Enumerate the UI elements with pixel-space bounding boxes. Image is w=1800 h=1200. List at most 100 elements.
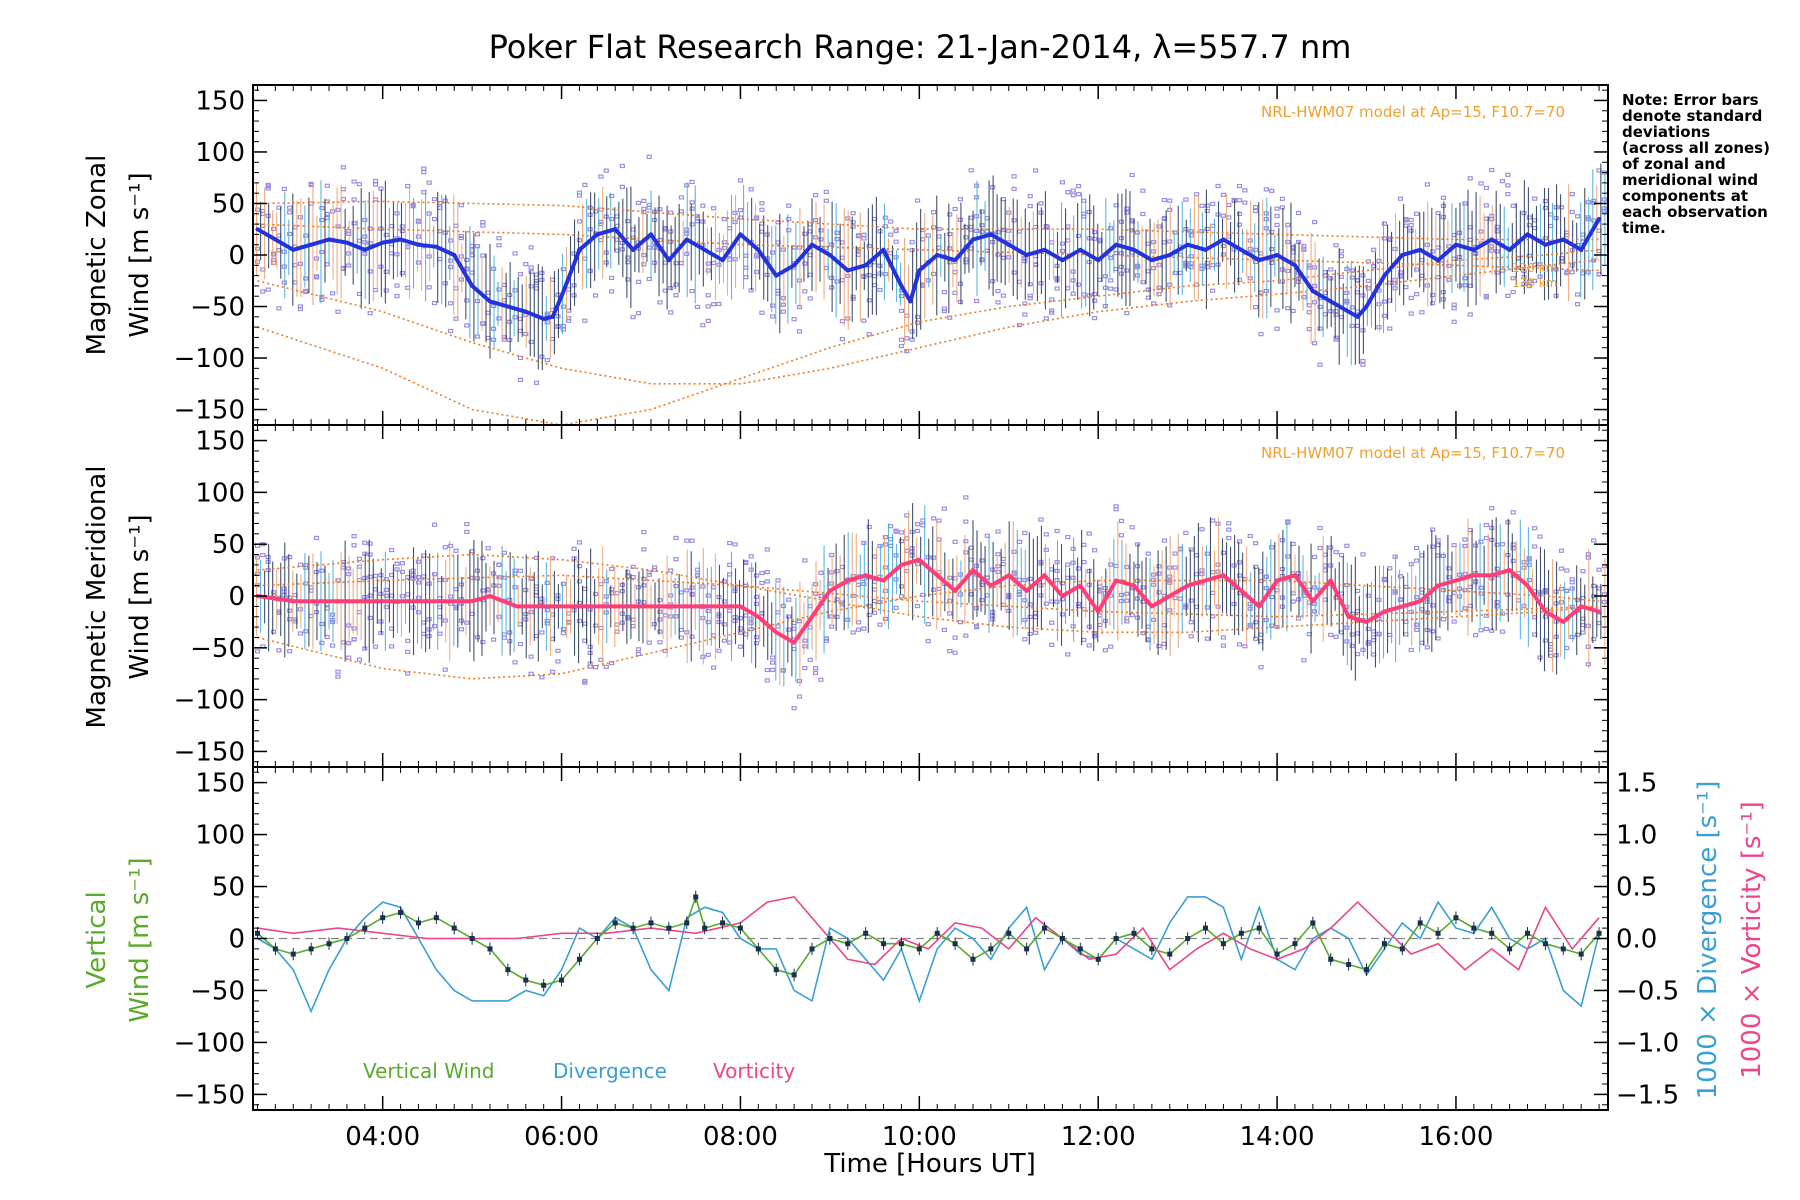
zone-point — [297, 306, 304, 312]
zonal-wind-point — [970, 237, 975, 242]
zone-point — [753, 253, 760, 258]
zone-point — [346, 655, 352, 660]
x-tick-label: 12:00 — [1061, 1122, 1136, 1152]
vertical-wind-point — [863, 930, 869, 936]
zone-point — [270, 629, 277, 634]
zone-point — [458, 236, 464, 241]
zone-point — [453, 548, 459, 553]
zone-point — [496, 583, 502, 588]
zone-point — [1075, 233, 1082, 239]
vertical-wind-point — [1256, 925, 1262, 931]
zone-point — [925, 622, 931, 627]
zone-point — [947, 212, 953, 217]
zonal-wind-point — [1006, 242, 1011, 247]
zone-point — [995, 300, 1001, 305]
zone-point — [1049, 620, 1055, 625]
vertical-wind-point — [970, 956, 976, 962]
zone-point — [1446, 566, 1452, 571]
zone-point — [1574, 302, 1581, 307]
zone-point — [517, 355, 524, 361]
zone-point — [625, 277, 631, 282]
zone-point — [303, 233, 309, 238]
zone-point — [582, 182, 588, 188]
zone-point — [904, 349, 910, 354]
zone-point — [399, 569, 405, 575]
vertical-wind-point — [1292, 941, 1298, 947]
meridional-wind-point — [792, 640, 797, 645]
zone-point — [480, 556, 486, 561]
zone-point — [1092, 236, 1098, 241]
zone-point — [464, 298, 470, 303]
zone-point — [1242, 644, 1248, 649]
zone-point — [770, 667, 776, 673]
zonal-wind-point — [1543, 242, 1548, 247]
zone-point — [1403, 285, 1409, 290]
zone-point — [1349, 275, 1355, 280]
vertical-wind-point — [576, 956, 582, 962]
zone-point — [496, 243, 502, 248]
zonal-wind-point — [344, 240, 349, 245]
zone-point — [389, 547, 395, 553]
zone-point — [1328, 632, 1334, 638]
zone-point — [646, 154, 652, 159]
meridional-wind-point — [649, 604, 654, 609]
zone-point — [609, 216, 615, 222]
zonal-wind-point — [505, 304, 510, 309]
zone-point — [823, 189, 829, 195]
zone-point — [737, 208, 744, 213]
zone-point — [571, 546, 577, 551]
zone-point — [1301, 593, 1307, 598]
zone-point — [1140, 585, 1146, 590]
meridional-wind-point — [738, 604, 743, 609]
zone-point — [1156, 224, 1162, 229]
zone-point — [1430, 293, 1436, 298]
zone-point — [431, 572, 438, 577]
zonal-wind-point — [1078, 247, 1083, 252]
zone-point — [1349, 611, 1355, 616]
y2-tick-label: 1.5 — [1616, 769, 1657, 799]
zone-point — [1161, 197, 1167, 203]
zone-point — [979, 209, 985, 214]
meridional-wind-point — [1471, 573, 1476, 578]
vertical-wind-point — [1453, 915, 1459, 921]
zone-point — [415, 559, 422, 564]
zone-point — [1092, 316, 1098, 321]
zone-point — [270, 590, 277, 595]
zonal-wind-point — [1436, 258, 1441, 263]
y-tick-label: −150 — [174, 396, 245, 426]
zone-point — [287, 210, 293, 215]
zone-point — [1070, 193, 1076, 198]
zone-point — [1274, 624, 1280, 630]
vertical-wind-point — [1489, 930, 1495, 936]
zone-point — [517, 568, 524, 573]
zone-point — [963, 519, 969, 524]
zone-point — [528, 576, 534, 581]
zone-point — [1414, 558, 1420, 563]
zone-point — [1204, 226, 1210, 232]
zone-point — [641, 209, 647, 215]
zone-point — [888, 232, 894, 237]
zone-point — [367, 574, 373, 579]
meridional-axes: −150 −100 −50 0 50 100 150 — [174, 425, 1608, 767]
zone-point — [372, 178, 379, 184]
zone-point — [512, 585, 518, 590]
zone-point — [995, 552, 1001, 557]
zone-point — [265, 182, 271, 188]
zone-point — [1059, 248, 1066, 254]
model-curve — [257, 553, 1600, 634]
zone-point — [1220, 635, 1227, 640]
zone-point — [1253, 259, 1259, 265]
zone-point — [1532, 278, 1538, 284]
zone-point — [1591, 538, 1597, 543]
model-height-label: 120 km — [1512, 261, 1557, 275]
zone-point — [254, 246, 261, 251]
zone-point — [1462, 606, 1468, 611]
zone-point — [882, 588, 888, 593]
zone-point — [1220, 213, 1227, 218]
zone-point — [319, 568, 325, 573]
zonal-wind-point — [899, 283, 904, 288]
zone-point — [1397, 597, 1404, 602]
zone-point — [657, 640, 663, 645]
zone-point — [1027, 614, 1033, 620]
zone-point — [287, 617, 293, 622]
